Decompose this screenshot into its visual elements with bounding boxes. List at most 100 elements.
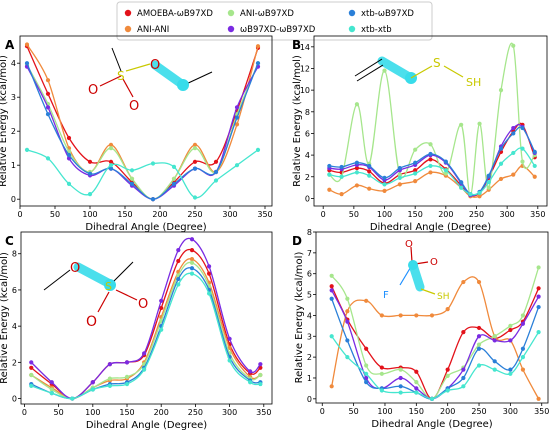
data-point-d-1-9 <box>476 279 482 285</box>
data-point-d-3-5 <box>414 386 419 391</box>
data-point-c-2-0 <box>29 372 34 378</box>
data-point-c-3-1 <box>49 380 54 385</box>
data-point-b-5-2 <box>354 170 360 175</box>
x-tick-label-a-2: 100 <box>82 210 97 219</box>
data-point-d-1-7 <box>445 307 450 312</box>
data-point-a-5-8 <box>192 195 198 200</box>
data-point-b-2-14 <box>511 43 516 48</box>
y-tick-label-d-8: 8 <box>307 228 312 237</box>
data-point-c-5-4 <box>107 383 113 388</box>
data-point-c-3-11 <box>227 336 232 341</box>
y-tick-label-b-1: 2 <box>305 173 310 182</box>
data-point-d-5-4 <box>398 390 403 395</box>
x-tick-label-a-6: 300 <box>222 210 237 219</box>
data-point-d-1-13 <box>536 396 541 401</box>
data-point-d-5-13 <box>536 329 541 335</box>
data-point-c-2-5 <box>124 374 130 379</box>
mol-c-highlight-node <box>104 279 116 291</box>
series-line-a-3 <box>26 66 259 200</box>
data-point-b-2-12 <box>486 185 491 190</box>
data-point-c-5-7 <box>159 327 164 332</box>
data-point-c-3-6 <box>142 351 147 356</box>
data-point-b-5-0 <box>327 172 332 177</box>
legend-label-3: ωB97XD-ωB97XD <box>240 25 316 35</box>
y-tick-label-b-5: 10 <box>300 86 310 95</box>
data-point-b-4-13 <box>498 146 504 151</box>
data-point-d-0-2 <box>364 346 369 351</box>
y-tick-label-c-4: 8 <box>12 250 17 259</box>
x-tick-label-c-0: 0 <box>22 408 27 417</box>
data-point-c-0-0 <box>29 365 34 370</box>
series-line-d-2 <box>331 267 540 400</box>
data-point-a-1-0 <box>24 42 30 47</box>
mol-a-bond-1 <box>111 47 122 72</box>
mol-b-sh-label: SH <box>466 76 481 89</box>
y-tick-label-a-2: 2 <box>11 127 16 136</box>
series-line-a-5 <box>26 149 259 199</box>
data-point-b-2-2 <box>354 102 360 107</box>
data-point-d-1-6 <box>429 313 435 318</box>
mol-c-o2-label: O <box>86 314 97 330</box>
data-point-a-5-3 <box>87 192 93 197</box>
data-point-a-4-8 <box>192 166 198 171</box>
data-point-c-5-13 <box>258 381 263 387</box>
data-point-b-5-1 <box>339 174 344 179</box>
data-point-b-1-6 <box>413 178 418 184</box>
data-point-d-4-4 <box>398 384 403 389</box>
data-point-d-5-9 <box>476 363 482 368</box>
data-point-b-2-6 <box>413 147 418 152</box>
data-point-c-2-13 <box>258 372 263 378</box>
data-point-b-1-2 <box>354 183 360 188</box>
mol-c-bond-2 <box>113 261 134 282</box>
x-tick-label-c-4: 200 <box>154 408 169 417</box>
x-tick-label-a-7: 350 <box>257 210 272 219</box>
x-tick-label-d-1: 50 <box>349 407 359 416</box>
x-tick-label-c-1: 50 <box>54 408 64 417</box>
data-point-c-2-9 <box>189 260 195 265</box>
mol-b-bond-1 <box>354 58 383 77</box>
series-line-d-5 <box>331 331 540 400</box>
data-point-d-1-4 <box>398 313 403 318</box>
data-point-a-5-9 <box>213 178 219 183</box>
x-tick-label-b-6: 300 <box>500 210 515 219</box>
data-point-d-5-8 <box>461 384 466 389</box>
data-point-a-5-11 <box>255 147 261 152</box>
x-axis-label-d: Dihedral Angle (Degree) <box>371 419 492 430</box>
y-tick-label-a-4: 4 <box>11 59 16 68</box>
data-point-d-1-5 <box>414 313 419 318</box>
x-tick-label-c-6: 300 <box>222 408 237 417</box>
data-point-c-5-9 <box>189 271 195 276</box>
data-point-a-0-3 <box>87 159 93 164</box>
data-point-c-4-8 <box>176 276 181 282</box>
legend-label-4: xtb-ωB97XD <box>361 9 414 19</box>
data-point-a-4-0 <box>24 61 30 66</box>
data-point-a-1-10 <box>234 122 240 127</box>
legend-label-2: ANI-ωB97XD <box>240 9 294 19</box>
data-point-b-5-16 <box>532 163 537 169</box>
legend-label-0: AMOEBA-ωB97XD <box>137 9 213 19</box>
mol-c-bond-1 <box>43 269 71 291</box>
series-line-d-4 <box>331 298 540 400</box>
data-point-c-3-9 <box>189 237 195 242</box>
data-point-b-4-8 <box>443 159 448 164</box>
plot-frame-a <box>19 35 273 207</box>
data-point-b-2-13 <box>498 88 504 93</box>
data-point-b-5-10 <box>468 191 473 197</box>
data-point-d-3-1 <box>345 319 350 324</box>
data-point-b-1-5 <box>397 182 402 187</box>
data-point-a-2-4 <box>108 146 114 151</box>
data-point-a-0-1 <box>45 91 51 96</box>
data-point-a-4-4 <box>108 166 114 171</box>
data-point-d-2-4 <box>398 367 403 372</box>
series-line-c-2 <box>30 261 261 400</box>
data-point-d-1-8 <box>461 279 466 285</box>
data-point-c-4-9 <box>189 266 195 271</box>
y-tick-label-d-5: 5 <box>307 291 312 300</box>
data-point-c-3-10 <box>206 264 212 269</box>
x-axis-label-a: Dihedral Angle (Degree) <box>85 222 206 233</box>
data-point-d-4-2 <box>364 380 369 385</box>
y-tick-label-a-1: 1 <box>11 161 16 170</box>
data-point-a-4-1 <box>45 112 51 117</box>
data-point-d-1-0 <box>329 384 334 389</box>
